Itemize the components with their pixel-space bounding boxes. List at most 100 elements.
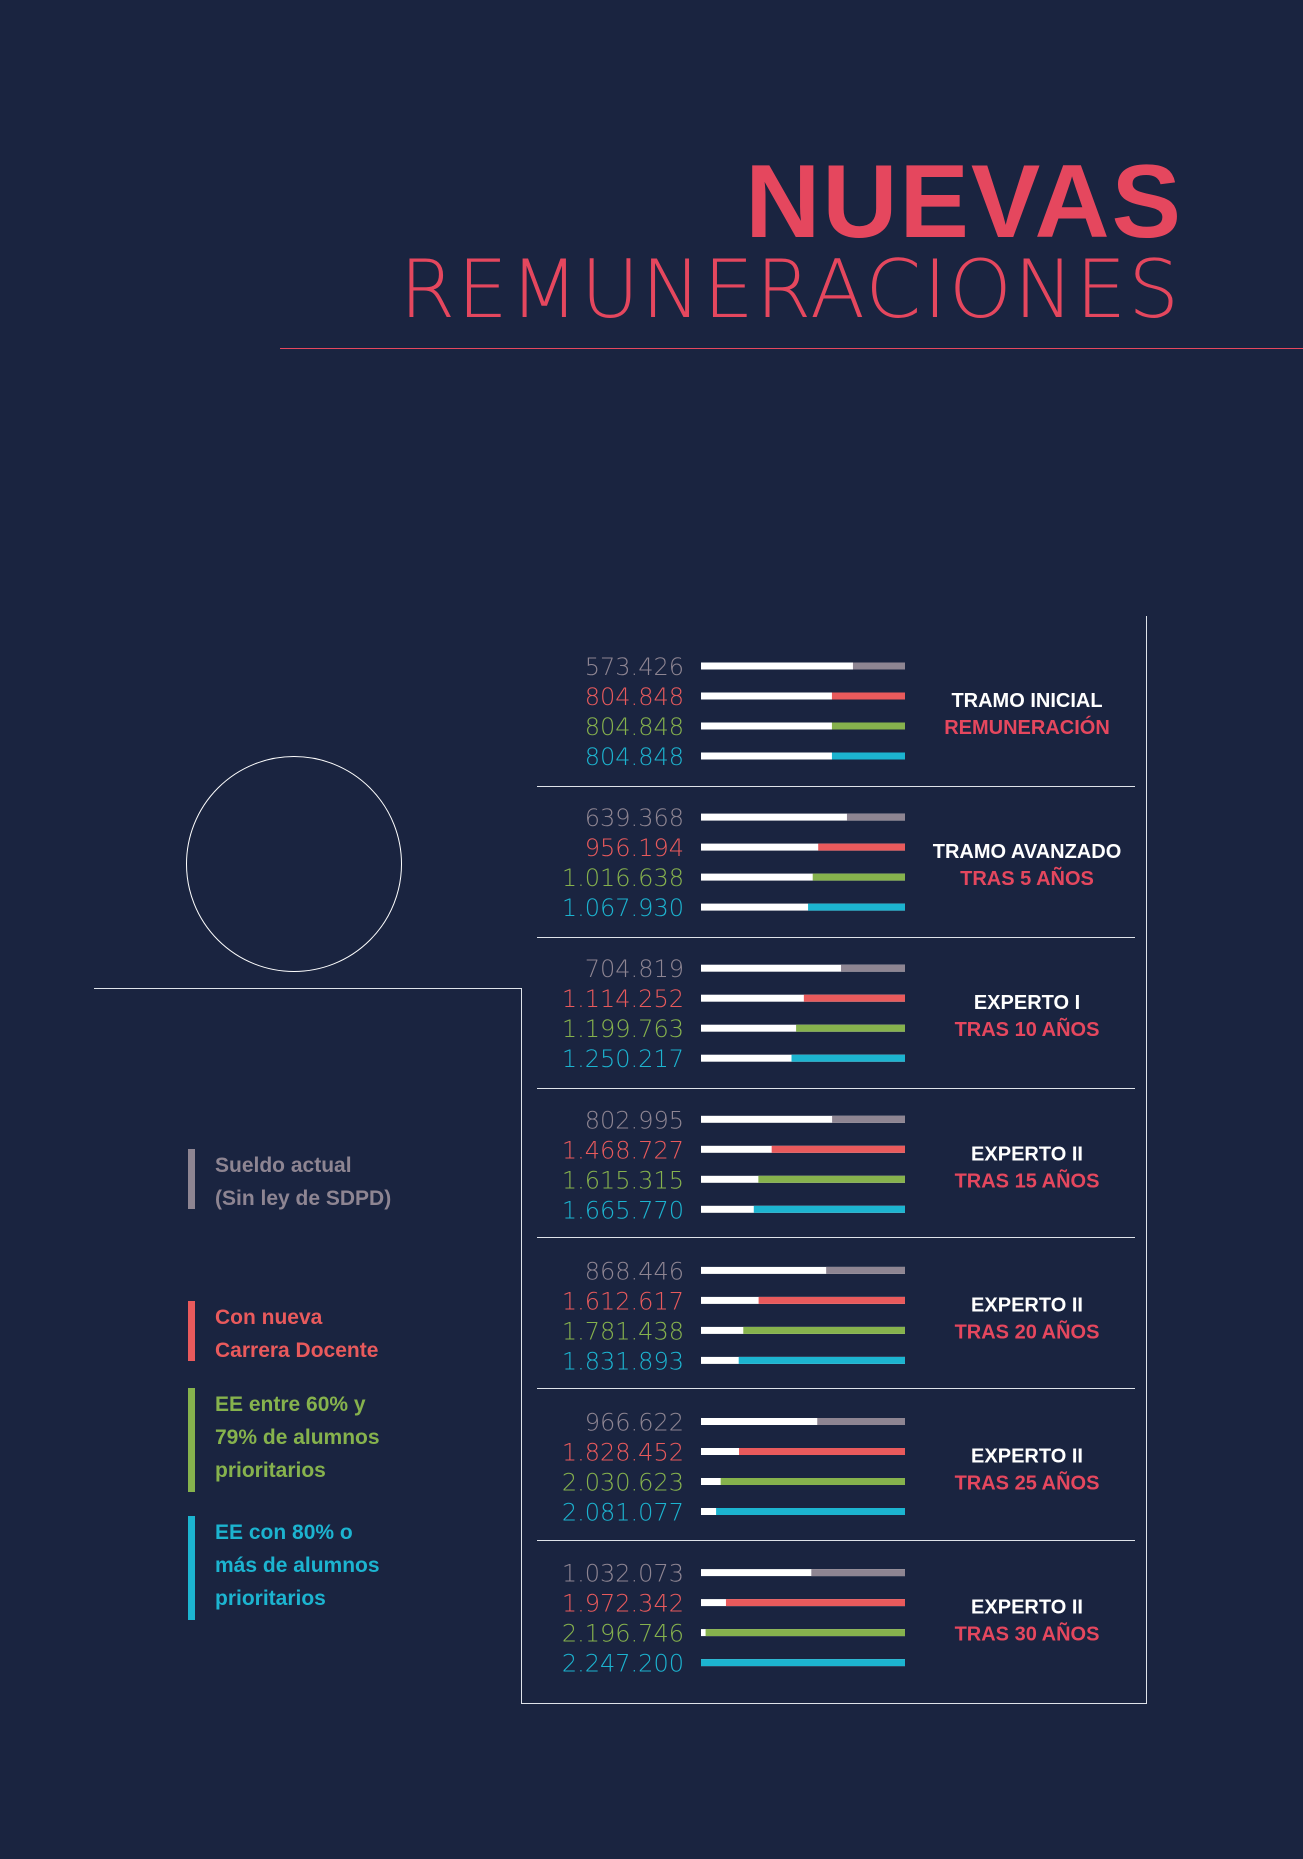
value-label: 1.114.252 — [562, 985, 684, 1013]
value-label: 1.032.073 — [562, 1560, 684, 1588]
legend-item-ee-60-79: EE entre 60% y 79% de alumnos prioritari… — [188, 1388, 380, 1492]
bar-value — [818, 843, 905, 851]
value-label: 1.250.217 — [562, 1045, 684, 1073]
bar-value — [720, 1478, 905, 1485]
value-label: 639.368 — [585, 804, 684, 832]
legend-label: EE con 80% o más de alumnos prioritarios — [215, 1521, 380, 1610]
bar-value — [817, 1418, 905, 1425]
tier-label: TRAMO INICIAL — [951, 690, 1102, 712]
legend-swatch — [188, 1388, 195, 1492]
bar-value — [758, 1296, 905, 1304]
value-label: 956.194 — [585, 834, 684, 862]
frame-horizontal-line — [94, 988, 522, 989]
value-label: 1.612.617 — [562, 1287, 684, 1315]
tier-label: EXPERTO II — [971, 1294, 1083, 1316]
tier-label: EXPERTO I — [974, 992, 1080, 1014]
value-label: 2.030.623 — [562, 1469, 684, 1497]
bar-value — [812, 873, 905, 881]
value-label: 804.848 — [585, 743, 684, 771]
title-nuevas: NUEVAS — [745, 144, 1183, 260]
bar-value — [831, 722, 905, 730]
group-separator — [537, 1237, 1135, 1238]
legend-item-sueldo-actual: Sueldo actual (Sin ley de SDPD) — [188, 1149, 391, 1215]
bar-base — [701, 722, 905, 730]
value-label: 1.831.893 — [562, 1347, 684, 1375]
tier-sublabel: TRAS 10 AÑOS — [955, 1018, 1100, 1041]
bar-value — [758, 1175, 905, 1183]
value-label: 573.426 — [585, 653, 684, 681]
title-remuneraciones: REMUNERACIONES — [399, 243, 1181, 336]
tier-sublabel: TRAS 15 AÑOS — [955, 1169, 1100, 1192]
title-underline — [280, 348, 1303, 349]
legend-swatch — [188, 1149, 195, 1209]
bar-value — [841, 964, 905, 972]
bar-base — [701, 964, 905, 972]
group-separator — [537, 1540, 1135, 1541]
bar-value — [705, 1629, 905, 1637]
legend-label: Con nueva Carrera Docente — [215, 1306, 379, 1362]
frame-right-line — [1146, 616, 1147, 1704]
tier-label: EXPERTO II — [971, 1143, 1083, 1165]
tier-label: EXPERTO II — [971, 1597, 1083, 1619]
bar-value — [738, 1356, 905, 1364]
bar-base — [701, 662, 905, 670]
bar-value — [791, 1054, 905, 1062]
bar-value — [832, 1115, 905, 1123]
legend-swatch — [188, 1516, 195, 1620]
bar-value — [743, 1326, 905, 1334]
value-label: 1.067.930 — [562, 894, 684, 922]
bar-value — [826, 1266, 905, 1274]
value-label: 1.468.727 — [562, 1136, 684, 1164]
group-separator — [537, 937, 1135, 938]
frame-left-line — [521, 988, 522, 1704]
legend-item-carrera-docente: Con nueva Carrera Docente — [188, 1301, 378, 1367]
tier-label: TRAMO AVANZADO — [933, 841, 1122, 863]
bar-base — [701, 813, 905, 821]
bar-base — [701, 1115, 905, 1123]
value-label: 1.972.342 — [562, 1590, 684, 1618]
bar-base — [701, 903, 905, 911]
value-label: 1.781.438 — [562, 1317, 684, 1345]
group-separator — [537, 1088, 1135, 1089]
value-label: 868.446 — [585, 1257, 684, 1285]
tier-sublabel: TRAS 25 AÑOS — [955, 1472, 1100, 1495]
value-label: 704.819 — [585, 955, 684, 983]
bar-base — [701, 1418, 905, 1425]
value-label: 966.622 — [585, 1409, 684, 1437]
bar-base — [701, 873, 905, 881]
bar-base — [701, 843, 905, 851]
bar-value — [725, 1599, 905, 1607]
legend-label: EE entre 60% y 79% de alumnos prioritari… — [215, 1393, 380, 1482]
value-label: 2.247.200 — [562, 1650, 684, 1678]
group-separator — [537, 1388, 1135, 1389]
decorative-circle — [186, 756, 402, 972]
value-label: 2.081.077 — [562, 1499, 684, 1527]
bar-base — [701, 1266, 905, 1274]
legend-item-ee-80: EE con 80% o más de alumnos prioritarios — [188, 1516, 380, 1620]
value-label: 802.995 — [585, 1106, 684, 1134]
value-label: 804.848 — [585, 683, 684, 711]
tier-sublabel: TRAS 5 AÑOS — [960, 867, 1094, 890]
bar-value — [852, 662, 905, 670]
bar-value — [846, 813, 905, 821]
bar-value — [808, 903, 905, 911]
value-label: 1.665.770 — [562, 1196, 684, 1224]
tier-sublabel: TRAS 30 AÑOS — [955, 1623, 1100, 1646]
bar-value — [831, 752, 905, 760]
tier-sublabel: TRAS 20 AÑOS — [955, 1320, 1100, 1343]
bar-value — [831, 692, 905, 700]
value-label: 804.848 — [585, 713, 684, 741]
bar-value — [803, 994, 905, 1002]
bar-value — [771, 1145, 905, 1153]
bar-value — [796, 1024, 905, 1032]
bar-value — [811, 1569, 905, 1577]
tier-label: EXPERTO II — [971, 1446, 1083, 1468]
bar-base — [701, 994, 905, 1002]
value-label: 1.828.452 — [562, 1439, 684, 1467]
tier-sublabel: REMUNERACIÓN — [944, 715, 1110, 739]
value-label: 1.615.315 — [562, 1166, 684, 1194]
bar-value — [753, 1205, 905, 1213]
value-label: 1.016.638 — [562, 864, 684, 892]
bar-value — [716, 1508, 905, 1515]
